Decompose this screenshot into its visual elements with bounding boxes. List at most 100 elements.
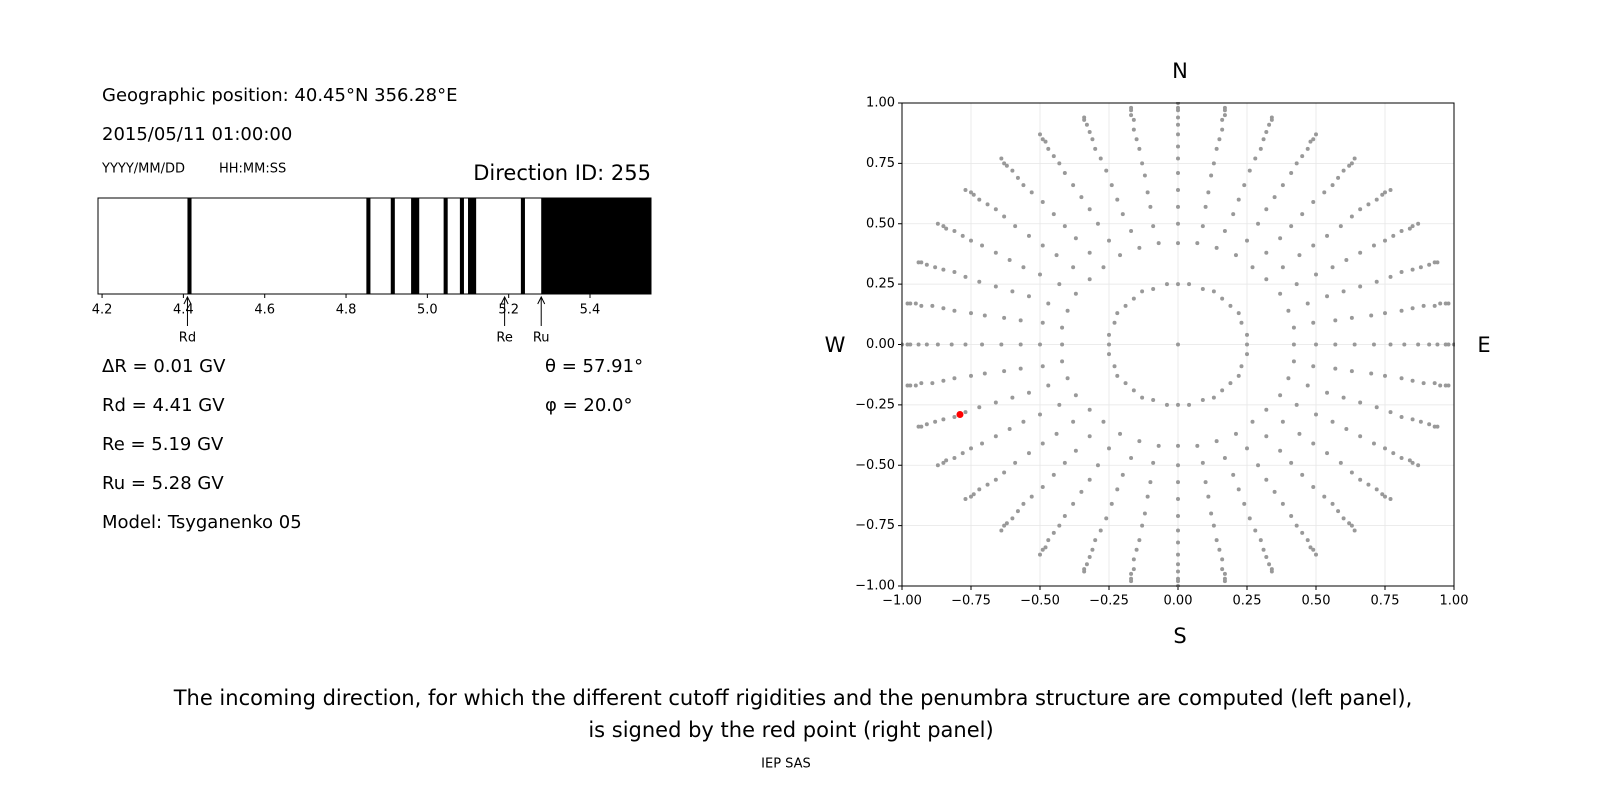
- direction-point: [1118, 253, 1123, 258]
- direction-point: [1200, 286, 1205, 291]
- direction-point: [1402, 342, 1407, 347]
- direction-point: [941, 306, 946, 311]
- direction-point: [1222, 105, 1227, 110]
- direction-point: [1358, 250, 1363, 255]
- direction-point: [1065, 308, 1070, 313]
- x-tick-label: 0.50: [1302, 594, 1331, 609]
- direction-point: [1371, 441, 1376, 446]
- direction-point: [1187, 282, 1192, 287]
- direction-south: S: [1173, 624, 1186, 648]
- x-tick-label: 5.0: [417, 303, 438, 318]
- direction-point: [1383, 311, 1387, 316]
- direction-point: [935, 342, 940, 347]
- direction-point: [1176, 115, 1180, 120]
- direction-point: [913, 301, 918, 306]
- direction-point: [982, 313, 987, 318]
- direction-point: [1250, 265, 1255, 270]
- direction-point: [1341, 516, 1346, 521]
- direction-point: [1211, 395, 1216, 400]
- direction-point: [1416, 463, 1421, 468]
- arrow-head: [537, 295, 546, 305]
- direction-point: [985, 202, 990, 207]
- direction-point: [1090, 547, 1095, 552]
- direction-point: [1245, 352, 1249, 357]
- x-tick-label: 0.75: [1371, 594, 1400, 609]
- direction-point: [1176, 569, 1180, 574]
- direction-point: [1242, 183, 1247, 188]
- direction-point: [1261, 137, 1266, 142]
- direction-point: [1236, 311, 1241, 316]
- direction-point: [1112, 364, 1117, 369]
- direction-point: [1109, 501, 1114, 506]
- direction-point: [1176, 552, 1180, 557]
- direction-point: [1300, 154, 1305, 159]
- direction-point: [1093, 538, 1098, 543]
- direction-point: [1071, 183, 1076, 188]
- direction-point: [1206, 190, 1211, 195]
- direction-point: [941, 378, 946, 383]
- direction-point: [1300, 472, 1305, 477]
- direction-point: [1206, 494, 1211, 499]
- direction-point: [1164, 282, 1169, 287]
- direction-point: [977, 405, 982, 410]
- direction-point: [1330, 183, 1335, 188]
- direction-point: [1010, 516, 1015, 521]
- direction-point: [1209, 511, 1214, 516]
- direction-point: [969, 494, 973, 499]
- direction-point: [1410, 417, 1415, 422]
- direction-point: [1176, 528, 1180, 533]
- direction-point: [1021, 265, 1026, 270]
- direction-point: [1278, 448, 1283, 453]
- direction-point: [980, 441, 985, 446]
- direction-point: [905, 342, 910, 347]
- direction-point: [1245, 332, 1249, 337]
- direction-point: [1004, 163, 1009, 168]
- direction-point: [1410, 306, 1415, 311]
- direction-point: [941, 417, 946, 422]
- direction-point: [1314, 552, 1318, 557]
- direction-point: [1087, 477, 1092, 482]
- direction-point: [1247, 168, 1252, 173]
- direction-point: [1073, 291, 1078, 296]
- direction-point: [1380, 192, 1385, 197]
- direction-point: [1002, 315, 1007, 320]
- geographic-position: Geographic position: 40.45°N 356.28°E: [102, 85, 458, 106]
- direction-point: [1443, 342, 1448, 347]
- direction-point: [993, 207, 998, 212]
- direction-point: [1046, 301, 1051, 306]
- y-tick-label: 0.50: [866, 216, 895, 231]
- direction-point: [1349, 214, 1354, 219]
- direction-point: [1388, 410, 1393, 415]
- direction-point: [1291, 342, 1296, 347]
- direction-point: [1004, 521, 1009, 526]
- direction-point: [1018, 342, 1023, 347]
- x-tick-label: 5.4: [580, 303, 601, 318]
- direction-point: [1107, 332, 1111, 337]
- direction-point: [1391, 451, 1396, 456]
- direction-point: [1443, 301, 1448, 306]
- direction-point: [982, 371, 987, 376]
- direction-point: [1129, 579, 1134, 584]
- direction-point: [1333, 342, 1338, 347]
- direction-point: [1305, 301, 1310, 306]
- direction-point: [1217, 137, 1222, 142]
- direction-point: [1046, 538, 1051, 543]
- direction-point: [1300, 530, 1305, 535]
- direction-point: [1261, 547, 1266, 552]
- direction-point: [1002, 214, 1007, 219]
- direction-point: [952, 270, 957, 275]
- direction-point: [1107, 238, 1111, 243]
- direction-point: [969, 373, 973, 378]
- direction-point: [905, 301, 910, 306]
- direction-point: [1228, 303, 1233, 308]
- direction-point: [1349, 369, 1354, 374]
- direction-point: [1073, 448, 1078, 453]
- direction-point: [1151, 398, 1156, 403]
- direction-point: [935, 221, 940, 226]
- direction-point: [993, 400, 998, 405]
- direction-point: [1101, 419, 1106, 424]
- direction-point: [1427, 422, 1432, 427]
- direction-west: W: [825, 333, 846, 357]
- direction-point: [1267, 122, 1272, 127]
- direction-point: [1137, 245, 1142, 250]
